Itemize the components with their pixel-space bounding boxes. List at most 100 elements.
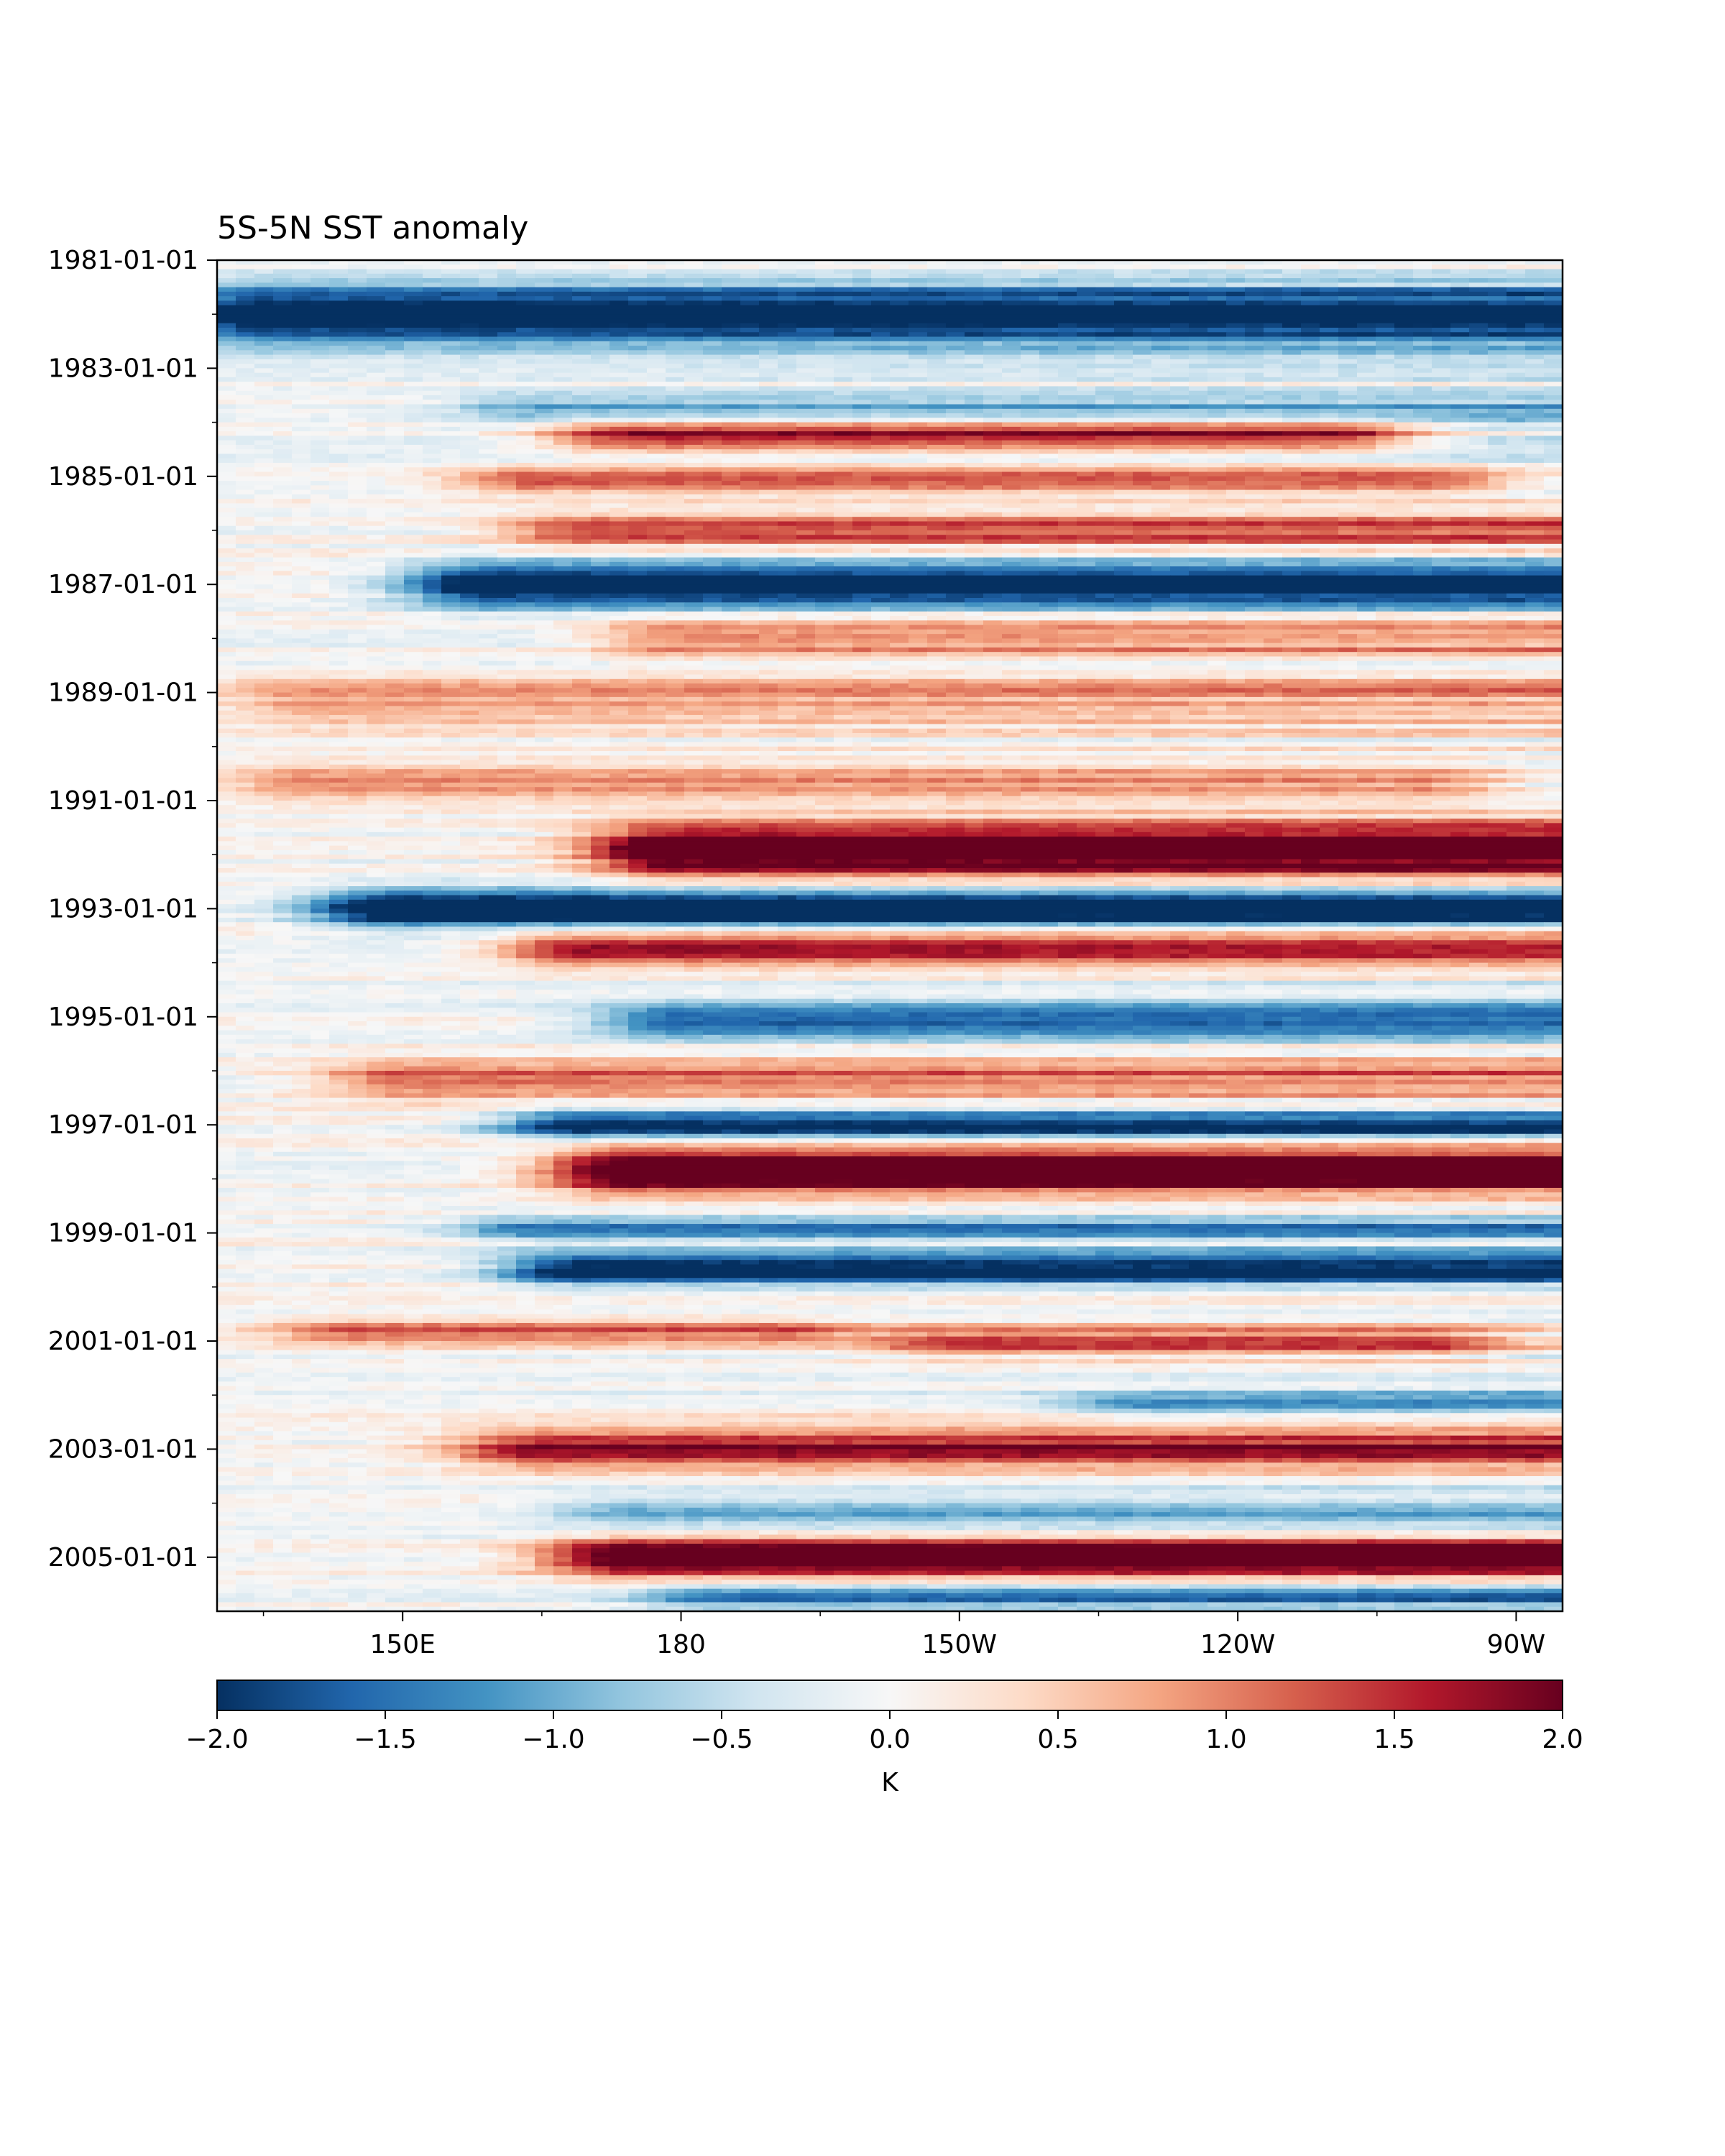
heatmap-cell	[1506, 548, 1526, 553]
heatmap-cell	[946, 499, 965, 504]
heatmap-cell	[1189, 310, 1208, 315]
heatmap-cell	[927, 382, 947, 387]
heatmap-cell	[329, 445, 349, 450]
heatmap-cell	[946, 305, 965, 310]
heatmap-cell	[1525, 409, 1545, 414]
heatmap-cell	[535, 409, 554, 414]
heatmap-cell	[497, 503, 517, 508]
heatmap-cell	[553, 350, 573, 355]
heatmap-cell	[834, 427, 853, 432]
heatmap-cell	[834, 346, 853, 351]
heatmap-cell	[310, 494, 330, 499]
heatmap-cell	[591, 530, 610, 535]
heatmap-cell	[890, 544, 909, 549]
heatmap-cell	[1282, 423, 1302, 428]
heatmap-cell	[927, 278, 947, 283]
heatmap-cell	[217, 503, 236, 508]
heatmap-cell	[1413, 431, 1432, 436]
heatmap-cell	[1432, 503, 1451, 508]
heatmap-cell	[591, 341, 610, 346]
heatmap-cell	[908, 386, 928, 391]
heatmap-cell	[796, 292, 816, 297]
heatmap-cell	[497, 562, 517, 567]
heatmap-cell	[927, 535, 947, 540]
heatmap-cell	[1432, 540, 1451, 545]
heatmap-cell	[1544, 530, 1563, 535]
heatmap-cell	[1413, 540, 1432, 545]
heatmap-cell	[684, 405, 704, 410]
heatmap-cell	[871, 264, 891, 270]
heatmap-cell	[1245, 310, 1264, 315]
heatmap-cell	[273, 368, 293, 373]
heatmap-cell	[1413, 296, 1432, 301]
heatmap-cell	[852, 310, 872, 315]
heatmap-cell	[423, 463, 442, 468]
heatmap-cell	[367, 386, 386, 391]
heatmap-cell	[497, 558, 517, 563]
heatmap-cell	[348, 558, 367, 563]
heatmap-cell	[983, 445, 1003, 450]
heatmap-cell	[292, 553, 311, 558]
heatmap-cell	[1450, 453, 1470, 459]
heatmap-cell	[1394, 405, 1414, 410]
heatmap-cell	[890, 278, 909, 283]
heatmap-cell	[273, 476, 293, 482]
heatmap-cell	[1394, 558, 1414, 563]
heatmap-cell	[1525, 453, 1545, 459]
heatmap-cell	[965, 418, 984, 423]
heatmap-cell	[946, 328, 965, 333]
heatmap-cell	[1338, 409, 1358, 414]
heatmap-cell	[1058, 287, 1077, 292]
heatmap-cell	[1189, 300, 1208, 305]
heatmap-cell	[946, 459, 965, 464]
heatmap-cell	[385, 409, 405, 414]
heatmap-cell	[628, 287, 648, 292]
heatmap-cell	[1170, 553, 1190, 558]
heatmap-cell	[1301, 282, 1320, 287]
heatmap-cell	[946, 373, 965, 378]
heatmap-cell	[1226, 328, 1246, 333]
heatmap-cell	[1095, 467, 1115, 472]
heatmap-cell	[423, 481, 442, 486]
heatmap-cell	[796, 423, 816, 428]
heatmap-cell	[1151, 400, 1171, 405]
heatmap-cell	[1357, 508, 1376, 513]
heatmap-cell	[666, 278, 685, 283]
heatmap-cell	[1002, 368, 1021, 373]
heatmap-cell	[1002, 503, 1021, 508]
heatmap-cell	[423, 305, 442, 310]
heatmap-cell	[1376, 512, 1395, 517]
heatmap-cell	[1357, 318, 1376, 323]
heatmap-cell	[1002, 499, 1021, 504]
heatmap-cell	[740, 287, 760, 292]
heatmap-cell	[460, 300, 479, 305]
heatmap-cell	[553, 562, 573, 567]
heatmap-cell	[1189, 472, 1208, 477]
heatmap-cell	[946, 548, 965, 553]
heatmap-cell	[759, 553, 778, 558]
heatmap-cell	[423, 436, 442, 441]
heatmap-cell	[666, 481, 685, 486]
heatmap-cell	[834, 318, 853, 323]
heatmap-cell	[628, 377, 648, 382]
heatmap-cell	[1039, 418, 1059, 423]
heatmap-cell	[1077, 337, 1096, 342]
heatmap-cell	[815, 328, 834, 333]
heatmap-cell	[1338, 553, 1358, 558]
heatmap-cell	[348, 453, 367, 459]
heatmap-cell	[703, 409, 722, 414]
heatmap-cell	[628, 540, 648, 545]
heatmap-cell	[722, 553, 741, 558]
heatmap-cell	[1525, 431, 1545, 436]
heatmap-cell	[1506, 544, 1526, 549]
heatmap-cell	[1282, 566, 1302, 571]
heatmap-cell	[1208, 264, 1227, 270]
heatmap-cell	[684, 305, 704, 310]
heatmap-cell	[1469, 350, 1489, 355]
heatmap-cell	[497, 521, 517, 526]
heatmap-cell	[572, 292, 592, 297]
heatmap-cell	[1450, 476, 1470, 482]
heatmap-cell	[1282, 391, 1302, 396]
heatmap-cell	[1264, 292, 1283, 297]
heatmap-cell	[1413, 341, 1432, 346]
